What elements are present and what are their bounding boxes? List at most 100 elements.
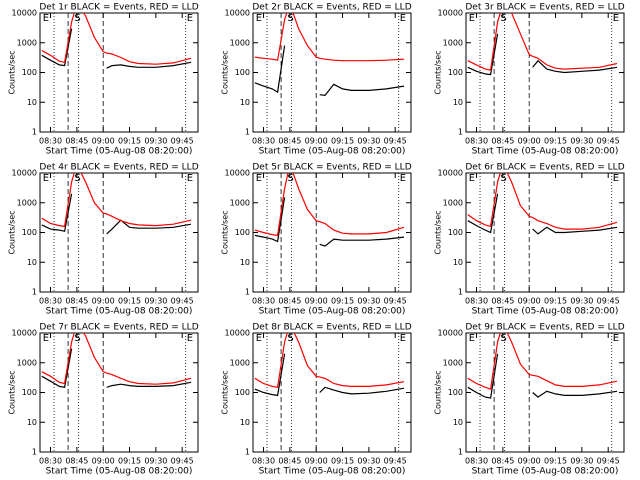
- x-tick-label: 09:30: [357, 457, 380, 466]
- x-tick-label: 09:30: [144, 297, 167, 306]
- annotation: E: [400, 333, 406, 344]
- y-tick-label: 1: [458, 288, 463, 297]
- panel: Det 8r BLACK = Events, RED = LLD Start Ti…: [221, 323, 412, 477]
- x-tick-label: 09:00: [518, 137, 541, 146]
- y-axis-label: Counts/sec: [434, 370, 443, 414]
- panel: Det 3r BLACK = Events, RED = LLD Start Ti…: [434, 3, 625, 157]
- x-tick-label: 09:15: [118, 297, 141, 306]
- y-tick-label: 100: [448, 228, 463, 237]
- series-line: [41, 173, 192, 228]
- x-axis-label: Start Time (05-Aug-08 08:20:00): [472, 307, 619, 317]
- x-tick-label: 08:45: [65, 137, 88, 146]
- x-tick-label: 09:45: [171, 297, 194, 306]
- x-tick-label: 08:45: [491, 297, 514, 306]
- y-tick-label: 10000: [438, 9, 463, 18]
- chart-title: Det 4r BLACK = Events, RED = LLD: [39, 163, 198, 173]
- y-tick-label: 10000: [225, 9, 250, 18]
- x-tick-label: 09:00: [305, 457, 328, 466]
- y-axis-label: Counts/sec: [221, 370, 230, 414]
- x-tick-label: 09:45: [384, 457, 407, 466]
- x-axis-label: Start Time (05-Aug-08 08:20:00): [46, 467, 193, 477]
- chart-title: Det 3r BLACK = Events, RED = LLD: [465, 3, 624, 13]
- y-tick-label: 1: [245, 288, 250, 297]
- y-tick-label: 10000: [12, 169, 37, 178]
- y-tick-label: 100: [22, 228, 37, 237]
- series-line: [41, 348, 192, 388]
- annotation: E: [469, 333, 475, 344]
- plot-frame: [39, 12, 199, 133]
- series-line: [467, 353, 618, 399]
- x-tick-label: 08:45: [278, 457, 301, 466]
- x-tick-label: 09:15: [544, 137, 567, 146]
- series-line: [41, 28, 192, 69]
- x-tick-label: 09:15: [118, 457, 141, 466]
- annotation: E: [187, 13, 193, 24]
- annotation: S: [287, 333, 293, 344]
- x-axis-label: Start Time (05-Aug-08 08:20:00): [46, 147, 193, 157]
- series-line: [467, 13, 618, 71]
- plot-frame: [252, 12, 412, 133]
- y-tick-label: 1: [32, 128, 37, 137]
- series-line: [254, 173, 405, 237]
- y-tick-label: 10: [453, 258, 463, 267]
- x-axis-label: Start Time (05-Aug-08 08:20:00): [472, 467, 619, 477]
- y-tick-label: 10000: [438, 329, 463, 338]
- y-tick-label: 1: [458, 128, 463, 137]
- x-tick-label: 09:00: [305, 137, 328, 146]
- series-line: [254, 353, 405, 397]
- y-tick-label: 10000: [12, 9, 37, 18]
- x-tick-label: 09:30: [570, 457, 593, 466]
- annotation: E: [613, 173, 619, 184]
- y-tick-label: 1000: [230, 38, 250, 47]
- y-tick-label: 10: [27, 98, 37, 107]
- y-tick-label: 10000: [225, 329, 250, 338]
- annotation: E: [43, 173, 49, 184]
- y-tick-label: 10000: [12, 329, 37, 338]
- plot-frame: [39, 172, 199, 293]
- chart-title: Det 8r BLACK = Events, RED = LLD: [252, 323, 411, 333]
- series-line: [254, 45, 405, 97]
- annotation: S: [287, 13, 293, 24]
- annotation: E: [187, 333, 193, 344]
- y-tick-label: 10: [27, 258, 37, 267]
- y-axis-label: Counts/sec: [434, 50, 443, 94]
- x-tick-label: 08:30: [39, 457, 62, 466]
- panel: Det 6r BLACK = Events, RED = LLD Start Ti…: [434, 163, 625, 317]
- x-tick-label: 09:30: [357, 297, 380, 306]
- x-tick-label: 09:15: [544, 457, 567, 466]
- annotation: E: [256, 333, 262, 344]
- series-line: [41, 333, 192, 385]
- y-tick-label: 100: [448, 68, 463, 77]
- series-line: [254, 13, 405, 62]
- y-tick-label: 100: [235, 388, 250, 397]
- x-tick-label: 09:15: [331, 137, 354, 146]
- annotation: S: [500, 333, 506, 344]
- annotation: E: [43, 333, 49, 344]
- x-axis-label: Start Time (05-Aug-08 08:20:00): [259, 467, 406, 477]
- annotation: S: [500, 13, 506, 24]
- y-tick-label: 10: [453, 418, 463, 427]
- x-tick-label: 08:30: [39, 297, 62, 306]
- annotation: E: [43, 13, 49, 24]
- x-tick-label: 08:45: [278, 297, 301, 306]
- y-tick-label: 1: [245, 128, 250, 137]
- annotation: E: [469, 173, 475, 184]
- annotation: E: [187, 173, 193, 184]
- y-axis-label: Counts/sec: [8, 210, 17, 254]
- x-tick-label: 09:00: [92, 297, 115, 306]
- annotation: E: [400, 13, 406, 24]
- x-tick-label: 09:00: [518, 297, 541, 306]
- y-tick-label: 1: [458, 448, 463, 457]
- plot-frame: [465, 12, 625, 133]
- x-tick-label: 09:45: [597, 297, 620, 306]
- y-tick-label: 1000: [230, 358, 250, 367]
- plot-frame: [252, 332, 412, 453]
- y-tick-label: 100: [448, 388, 463, 397]
- panel: Det 4r BLACK = Events, RED = LLD Start Ti…: [8, 163, 199, 317]
- x-axis-label: Start Time (05-Aug-08 08:20:00): [259, 147, 406, 157]
- annotation: S: [74, 333, 80, 344]
- y-tick-label: 1: [32, 448, 37, 457]
- x-tick-label: 08:45: [491, 457, 514, 466]
